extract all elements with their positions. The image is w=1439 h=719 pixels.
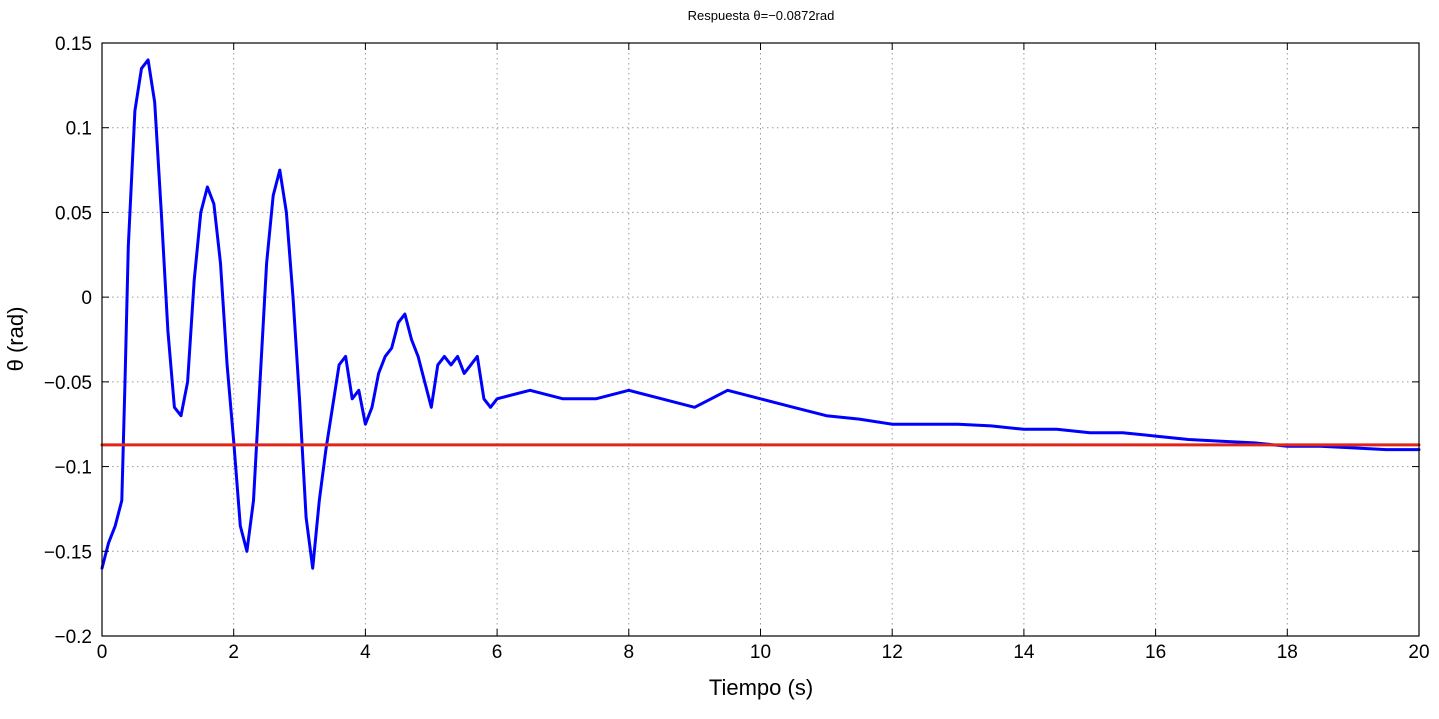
y-tick-label: 0 — [81, 288, 92, 309]
chart-title: Respuesta θ=−0.0872rad — [688, 8, 835, 23]
y-tick-label: 0.15 — [55, 34, 92, 55]
grid — [102, 43, 1419, 636]
x-tick-label: 20 — [1408, 642, 1429, 663]
x-tick-label: 2 — [228, 642, 239, 663]
x-tick-label: 6 — [492, 642, 503, 663]
x-tick-label: 12 — [882, 642, 903, 663]
y-tick-label: 0.1 — [66, 119, 92, 140]
y-tick-label: −0.2 — [54, 627, 92, 648]
x-tick-label: 0 — [97, 642, 108, 663]
y-tick-label: 0.05 — [55, 203, 92, 224]
x-tick-label: 4 — [360, 642, 371, 663]
series-line-response — [100, 58, 1421, 570]
x-tick-label: 10 — [750, 642, 771, 663]
x-axis-label: Tiempo (s) — [709, 675, 813, 700]
y-tick-label: −0.05 — [44, 373, 92, 394]
y-tick-label: −0.15 — [44, 542, 92, 563]
x-tick-label: 8 — [624, 642, 635, 663]
y-tick-label: −0.1 — [54, 458, 92, 479]
y-axis-label: θ (rad) — [3, 307, 28, 372]
ticks: 0 2 4 6 8 10 12 14 16 18 20 −0.2 −0.15 −0.1 −0.05 0 0.05… — [44, 34, 1430, 663]
x-tick-label: 18 — [1277, 642, 1298, 663]
series-layer — [100, 58, 1421, 570]
x-tick-label: 14 — [1013, 642, 1035, 663]
x-tick-label: 16 — [1145, 642, 1166, 663]
